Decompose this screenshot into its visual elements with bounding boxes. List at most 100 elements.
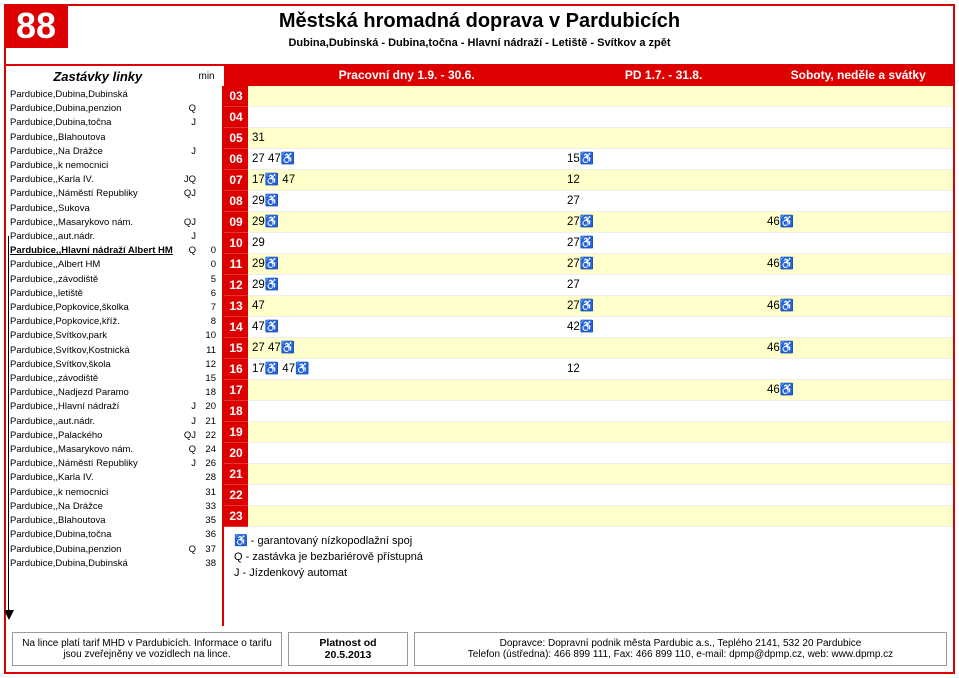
stop-flags xyxy=(178,500,200,514)
minute-row: 17♿ 47 xyxy=(248,170,563,191)
stop-minutes xyxy=(200,102,222,116)
minute-row xyxy=(563,485,763,506)
minute-row: 27 xyxy=(563,275,763,296)
stop-flags xyxy=(178,486,200,500)
hour-cell: 12 xyxy=(224,275,248,296)
stop-minutes xyxy=(200,131,222,145)
footer-validity: Platnost od 20.5.2013 xyxy=(288,632,408,666)
minute-row xyxy=(248,86,563,107)
stop-minutes: 31 xyxy=(200,486,222,500)
stop-flags: QJ xyxy=(178,216,200,230)
stop-flags xyxy=(178,287,200,301)
stop-row: Pardubice,Dubina,penzionQ xyxy=(10,102,222,116)
minute-row xyxy=(763,401,953,422)
minute-row: 17♿ 47♿ xyxy=(248,359,563,380)
stop-row: Pardubice,Dubina,Dubinská xyxy=(10,88,222,102)
stop-name: Pardubice,Dubina,penzion xyxy=(10,102,178,116)
minute-row: 42♿ xyxy=(563,317,763,338)
minute-cell: 27 47♿ xyxy=(248,338,563,359)
direction-line xyxy=(8,236,9,610)
stop-name: Pardubice,,Hlavní nádraží xyxy=(10,400,178,414)
stop-name: Pardubice,Popkovice,školka xyxy=(10,301,178,315)
minute-row: 46♿ xyxy=(763,212,953,233)
minute-cell xyxy=(763,485,953,506)
stop-flags: J xyxy=(178,400,200,414)
minute-row xyxy=(248,464,563,485)
minute-cell xyxy=(563,485,763,506)
stop-flags xyxy=(178,315,200,329)
stop-flags: Q xyxy=(178,543,200,557)
stop-flags xyxy=(178,386,200,400)
stop-name: Pardubice,Popkovice,kříž. xyxy=(10,315,178,329)
minute-cell: 31 xyxy=(248,128,563,149)
minute-cell: 29♿ xyxy=(248,275,563,296)
minute-cell xyxy=(248,422,563,443)
header: 88 Městská hromadná doprava v Pardubicíc… xyxy=(6,6,953,58)
minute-row xyxy=(563,443,763,464)
stop-name: Pardubice,,Na Drážce xyxy=(10,500,178,514)
stop-row: Pardubice,,aut.nádr.J xyxy=(10,230,222,244)
hour-cell: 10 xyxy=(224,233,248,254)
stop-minutes: 15 xyxy=(200,372,222,386)
hour-cell: 08 xyxy=(224,191,248,212)
stop-name: Pardubice,,Masarykovo nám. xyxy=(10,216,178,230)
route-description: Dubina,Dubinská - Dubina,točna - Hlavní … xyxy=(6,37,953,49)
stop-name: Pardubice,,závodiště xyxy=(10,273,178,287)
direction-arrow-icon xyxy=(4,610,14,620)
minute-cell xyxy=(563,464,763,485)
stops-header-label: Zastávky linky xyxy=(6,69,190,84)
footer-operator-line1: Dopravce: Dopravní podnik města Pardubic… xyxy=(423,638,938,649)
minute-cell: 47 xyxy=(248,296,563,317)
minute-cell xyxy=(563,443,763,464)
stop-minutes: 12 xyxy=(200,358,222,372)
stop-flags: J xyxy=(178,230,200,244)
stop-minutes: 0 xyxy=(200,244,222,258)
stop-flags xyxy=(178,372,200,386)
stop-flags xyxy=(178,471,200,485)
stop-minutes xyxy=(200,88,222,102)
stop-row: Pardubice,Svítkov,Kostnická11 xyxy=(10,344,222,358)
period-header-1: PD 1.7. - 31.8. xyxy=(564,64,764,86)
hour-cell: 17 xyxy=(224,380,248,401)
minute-row: 47♿ xyxy=(248,317,563,338)
minute-cell: 12 xyxy=(563,359,763,380)
stop-row: Pardubice,,Masarykovo nám.Q24 xyxy=(10,443,222,457)
minute-cell: 27 47♿ xyxy=(248,149,563,170)
hour-cell: 07 xyxy=(224,170,248,191)
minute-cell xyxy=(763,128,953,149)
stop-row: Pardubice,,k nemocnici xyxy=(10,159,222,173)
stop-minutes xyxy=(200,173,222,187)
stop-row: Pardubice,,Karla IV.28 xyxy=(10,471,222,485)
hour-cell: 22 xyxy=(224,485,248,506)
minutes-column-1: 15♿122727♿27♿27♿2727♿42♿12 xyxy=(563,86,763,527)
stop-name: Pardubice,,Masarykovo nám. xyxy=(10,443,178,457)
stop-name: Pardubice,Dubina,Dubinská xyxy=(10,88,178,102)
minute-row xyxy=(563,401,763,422)
minute-cell xyxy=(248,380,563,401)
stop-flags xyxy=(178,202,200,216)
minute-row xyxy=(763,233,953,254)
minute-cell xyxy=(248,485,563,506)
stop-row: Pardubice,,závodiště5 xyxy=(10,273,222,287)
minute-cell xyxy=(248,464,563,485)
stop-name: Pardubice,,Nadjezd Paramo xyxy=(10,386,178,400)
minute-row: 12 xyxy=(563,170,763,191)
minute-cell xyxy=(763,506,953,527)
stop-name: Pardubice,,Albert HM xyxy=(10,258,178,272)
hour-cell: 23 xyxy=(224,506,248,527)
minute-cell xyxy=(248,443,563,464)
stop-minutes xyxy=(200,216,222,230)
minute-row xyxy=(763,86,953,107)
stop-name: Pardubice,,Hlavní nádraží Albert HM xyxy=(10,244,178,258)
hour-cell: 16 xyxy=(224,359,248,380)
minute-cell: 42♿ xyxy=(563,317,763,338)
minutes-column-2: 46♿46♿46♿46♿46♿ xyxy=(763,86,953,527)
minute-row xyxy=(763,149,953,170)
stop-name: Pardubice,Svítkov,Kostnická xyxy=(10,344,178,358)
stop-minutes: 38 xyxy=(200,557,222,571)
minute-cell xyxy=(248,107,563,128)
stop-minutes: 20 xyxy=(200,400,222,414)
stop-minutes: 21 xyxy=(200,415,222,429)
stop-name: Pardubice,,Sukova xyxy=(10,202,178,216)
legend: ♿ - garantovaný nízkopodlažní spojQ - za… xyxy=(224,527,953,587)
